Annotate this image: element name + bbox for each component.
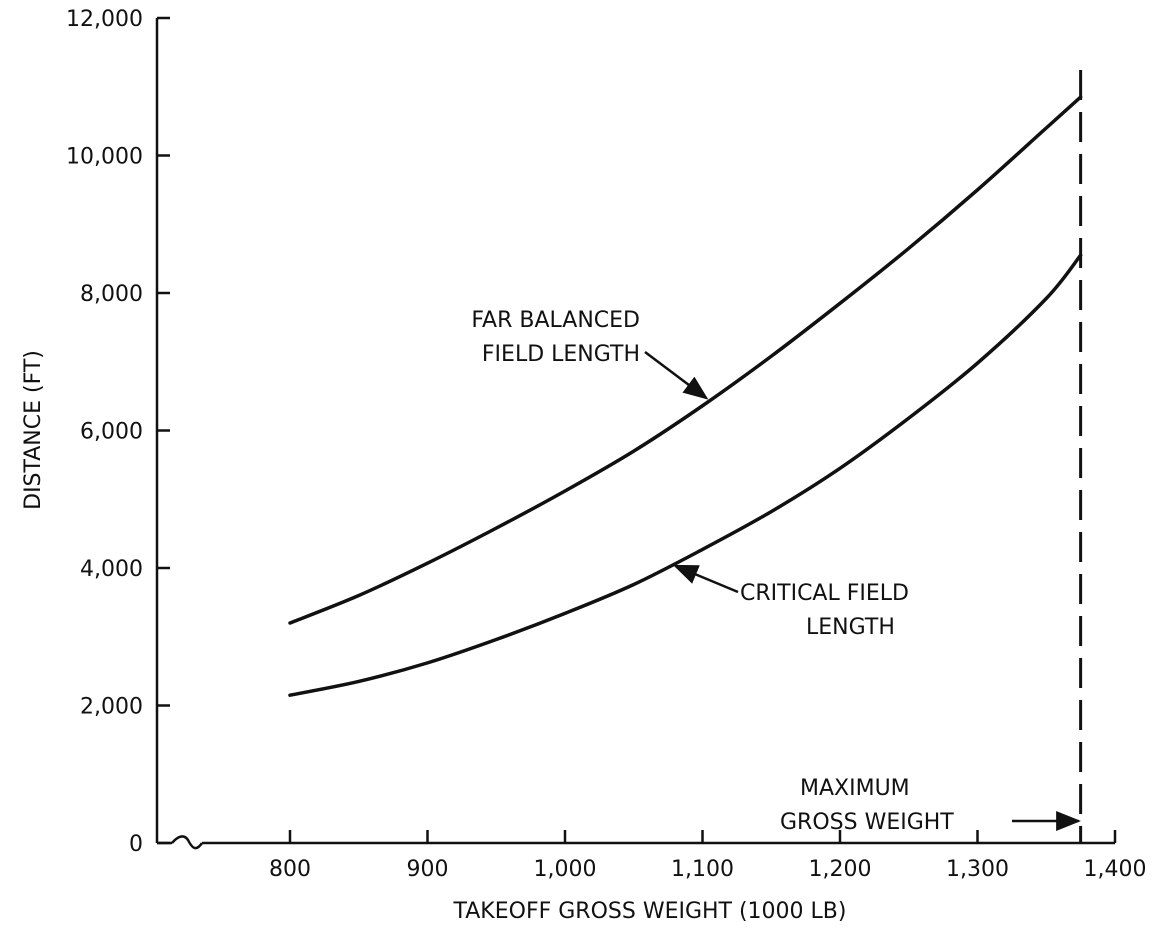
x-axis-ticks: 800 900 1,000 1,100 1,200 1,300 1,400 (269, 830, 1146, 882)
x-tick-label: 1,400 (1084, 857, 1147, 882)
y-axis-title: DISTANCE (FT) (21, 350, 46, 510)
annotation-far-balanced-line1: FAR BALANCED (471, 308, 640, 333)
y-tick-label: 10,000 (66, 145, 143, 170)
annotation-critical-line2: LENGTH (806, 615, 895, 640)
y-tick-label: 8,000 (80, 282, 143, 307)
y-tick-label: 2,000 (80, 695, 143, 720)
x-axis-title: TAKEOFF GROSS WEIGHT (1000 LB) (453, 899, 847, 924)
y-tick-label: 6,000 (80, 420, 143, 445)
series-line-far-balanced-field-length (288, 95, 1083, 625)
annotation-critical-arrow (672, 564, 739, 594)
x-tick-label: 800 (269, 857, 311, 882)
reference-label-line2: GROSS WEIGHT (780, 810, 954, 835)
x-tick-label: 1,300 (946, 857, 1009, 882)
x-tick-label: 1,200 (809, 857, 872, 882)
x-tick-label: 1,100 (671, 857, 734, 882)
y-tick-label: 12,000 (66, 7, 143, 32)
x-tick-label: 900 (407, 857, 449, 882)
x-axis-break (171, 835, 204, 850)
x-tick-label: 1,000 (534, 857, 597, 882)
y-tick-label: 0 (129, 832, 143, 857)
reference-label-line1: MAXIMUM (800, 776, 910, 801)
annotation-far-balanced-arrow (644, 351, 709, 400)
series-line-critical-field-length (288, 253, 1083, 697)
y-axis-ticks: 0 2,000 4,000 6,000 8,000 10,000 12,000 (66, 7, 170, 857)
annotation-critical-line1: CRITICAL FIELD (740, 581, 909, 606)
annotation-far-balanced-line2: FIELD LENGTH (482, 342, 640, 367)
y-tick-label: 4,000 (80, 557, 143, 582)
